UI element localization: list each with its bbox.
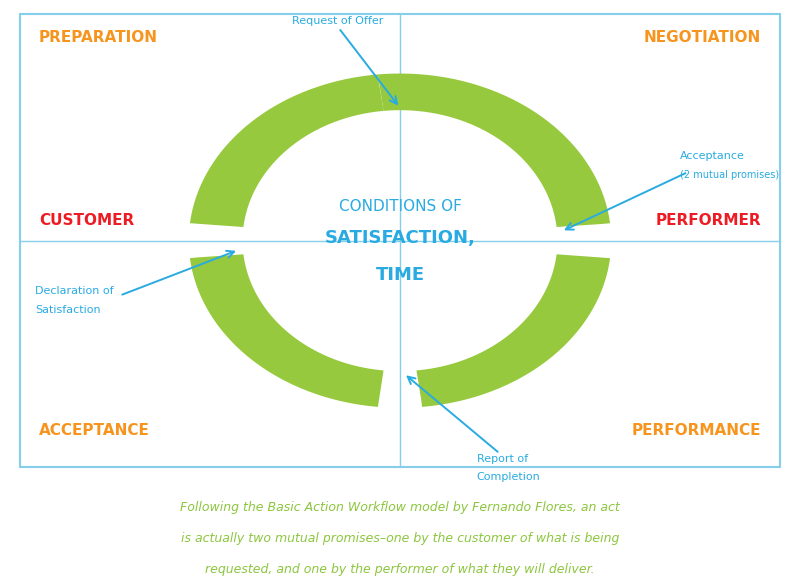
Polygon shape [417, 254, 610, 407]
Text: requested, and one by the performer of what they will deliver.: requested, and one by the performer of w… [205, 564, 595, 576]
Polygon shape [190, 75, 383, 227]
Text: ACCEPTANCE: ACCEPTANCE [39, 423, 150, 437]
Text: (2 mutual promises): (2 mutual promises) [680, 170, 779, 180]
Text: is actually two mutual promises–one by the customer of what is being: is actually two mutual promises–one by t… [181, 532, 619, 545]
Text: Following the Basic Action Workflow model by Fernando Flores, an act: Following the Basic Action Workflow mode… [180, 501, 620, 514]
Text: TIME: TIME [375, 266, 425, 284]
Text: Report of: Report of [477, 454, 528, 464]
Text: Satisfaction: Satisfaction [35, 305, 101, 315]
Text: SATISFACTION,: SATISFACTION, [325, 230, 475, 247]
Text: PERFORMER: PERFORMER [655, 213, 761, 228]
Text: CONDITIONS OF: CONDITIONS OF [338, 199, 462, 214]
Text: NEGOTIATION: NEGOTIATION [644, 30, 761, 45]
Text: Acceptance: Acceptance [680, 150, 745, 160]
Text: Request of Offer: Request of Offer [293, 16, 384, 26]
Text: PERFORMANCE: PERFORMANCE [631, 423, 761, 437]
Text: CUSTOMER: CUSTOMER [39, 213, 134, 228]
Polygon shape [190, 254, 383, 407]
Text: Declaration of: Declaration of [35, 286, 114, 296]
Text: Completion: Completion [477, 472, 541, 482]
Polygon shape [378, 73, 610, 227]
Text: PREPARATION: PREPARATION [39, 30, 158, 45]
